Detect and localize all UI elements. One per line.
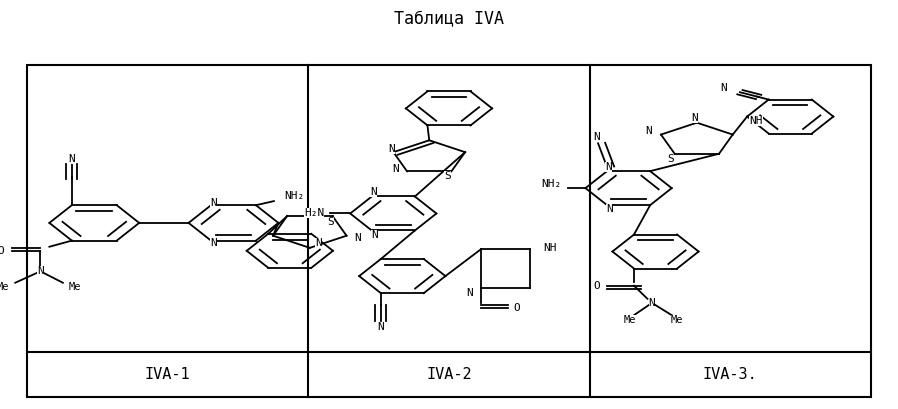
Text: NH₂: NH₂ <box>285 191 304 201</box>
Text: N: N <box>691 113 698 123</box>
Text: Me: Me <box>623 315 636 325</box>
Text: N: N <box>210 238 217 248</box>
Text: N: N <box>315 238 322 248</box>
Text: Таблица IVA: Таблица IVA <box>394 9 504 27</box>
Text: S: S <box>445 171 451 181</box>
Text: S: S <box>668 154 674 164</box>
Text: Me: Me <box>68 282 81 292</box>
Text: N: N <box>648 298 656 308</box>
Text: N: N <box>388 144 395 154</box>
Text: N: N <box>605 162 612 172</box>
Text: N: N <box>37 266 44 276</box>
Text: O: O <box>0 246 4 256</box>
Text: O: O <box>514 303 520 313</box>
Text: N: N <box>210 198 217 208</box>
Text: NH₂: NH₂ <box>541 179 561 189</box>
Text: IVA-1: IVA-1 <box>145 367 190 382</box>
Text: N: N <box>466 288 472 298</box>
Text: NH: NH <box>543 243 557 253</box>
Text: Me: Me <box>0 282 9 292</box>
Bar <box>27 65 871 397</box>
Text: NH: NH <box>749 117 762 126</box>
Text: IVA-2: IVA-2 <box>427 367 471 382</box>
Text: N: N <box>68 154 75 164</box>
Text: N: N <box>354 233 361 243</box>
Text: IVA-3.: IVA-3. <box>703 367 758 382</box>
Text: O: O <box>593 281 600 291</box>
Text: S: S <box>328 217 334 227</box>
Text: N: N <box>392 164 399 174</box>
Text: H₂N: H₂N <box>304 208 324 218</box>
Text: N: N <box>371 229 378 240</box>
Text: N: N <box>720 83 727 93</box>
Text: N: N <box>645 126 652 136</box>
Text: N: N <box>370 187 377 198</box>
Text: N: N <box>606 204 613 214</box>
Text: N: N <box>593 132 600 142</box>
Text: N: N <box>377 321 384 332</box>
Text: Me: Me <box>671 315 683 325</box>
